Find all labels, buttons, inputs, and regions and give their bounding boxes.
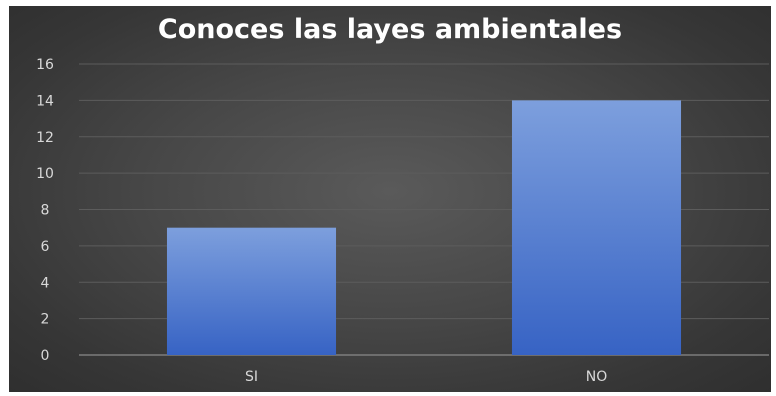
y-tick-label: 8 [41,203,50,219]
bar-no [511,100,682,355]
y-tick-label: 0 [41,348,50,364]
x-axis-category-labels: SI NO [245,369,607,385]
bar-chart: 0 2 4 6 8 10 12 14 16 SI NO [36,57,769,385]
chart-title: Conoces las layes ambientales [157,14,623,45]
x-category-label: NO [586,369,608,385]
y-tick-label: 16 [36,57,54,73]
y-tick-label: 10 [36,166,54,182]
bars [166,100,682,355]
x-category-label: SI [245,369,258,385]
y-axis-tick-labels: 0 2 4 6 8 10 12 14 16 [36,57,54,364]
y-tick-label: 12 [36,130,54,146]
y-tick-label: 2 [41,312,50,328]
y-tick-label: 14 [36,93,54,109]
y-tick-label: 6 [41,239,50,255]
chart-area: Conoces las layes ambientales 0 2 4 6 8 10 12 1… [9,6,771,392]
y-tick-label: 4 [41,275,50,291]
bar-si [166,227,337,355]
